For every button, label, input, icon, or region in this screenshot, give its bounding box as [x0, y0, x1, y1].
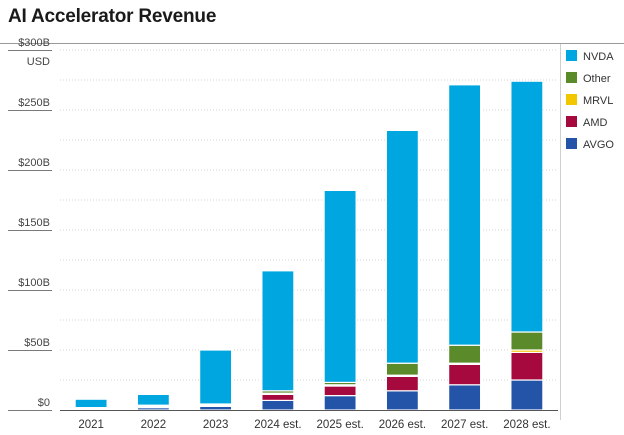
y-tick-label: $200B — [18, 157, 50, 169]
y-tick-label: $300B — [18, 37, 50, 49]
x-category-label: 2022 — [141, 419, 167, 431]
y-unit-label: USD — [27, 56, 50, 68]
x-category-label: 2028 est. — [503, 419, 550, 431]
y-tick-label: $100B — [18, 277, 50, 289]
bar-segment-amd — [323, 385, 357, 397]
bar-segment-amd — [385, 375, 419, 392]
legend-label-mrvl: MRVL — [583, 95, 613, 107]
bar-segment-other — [385, 362, 419, 376]
bar-segment-nvda — [261, 270, 295, 392]
legend-label-amd: AMD — [583, 117, 608, 129]
x-category-label: 2021 — [78, 419, 104, 431]
bar-segment-nvda — [136, 393, 170, 406]
bar-segment-nvda — [199, 349, 233, 405]
legend-swatch-amd — [566, 116, 577, 127]
x-category-label: 2024 est. — [254, 419, 301, 431]
legend-swatch-avgo — [566, 138, 577, 149]
y-tick-label: $0 — [38, 397, 50, 409]
bar-segment-other — [510, 331, 544, 351]
bar-segment-nvda — [448, 84, 482, 346]
legend-swatch-mrvl — [566, 94, 577, 105]
x-category-label: 2026 est. — [379, 419, 426, 431]
bar-segment-avgo — [261, 399, 295, 411]
legend-swatch-nvda — [566, 50, 577, 61]
y-tick-label: $150B — [18, 217, 50, 229]
bar-segment-avgo — [448, 384, 482, 411]
legend-label-avgo: AVGO — [583, 139, 614, 151]
bar-segment-avgo — [510, 379, 544, 411]
bar-segment-avgo — [385, 390, 419, 411]
bar-segment-amd — [261, 393, 295, 401]
bar-segment-nvda — [323, 189, 357, 383]
x-category-label: 2023 — [203, 419, 229, 431]
bar-segment-amd — [448, 363, 482, 386]
legend-label-nvda: NVDA — [583, 51, 614, 63]
legend-swatch-other — [566, 72, 577, 83]
chart-title: AI Accelerator Revenue — [8, 6, 217, 27]
x-category-label: 2025 est. — [316, 419, 363, 431]
bar-segment-avgo — [323, 395, 357, 411]
bar-segment-nvda — [74, 398, 108, 409]
bar-segment-amd — [510, 351, 544, 381]
bar-segment-nvda — [510, 80, 544, 333]
bar-segment-nvda — [385, 129, 419, 364]
x-category-label: 2027 est. — [441, 419, 488, 431]
y-tick-label: $250B — [18, 97, 50, 109]
bar-segment-other — [448, 344, 482, 364]
y-tick-label: $50B — [24, 337, 50, 349]
legend-label-other: Other — [583, 73, 611, 85]
